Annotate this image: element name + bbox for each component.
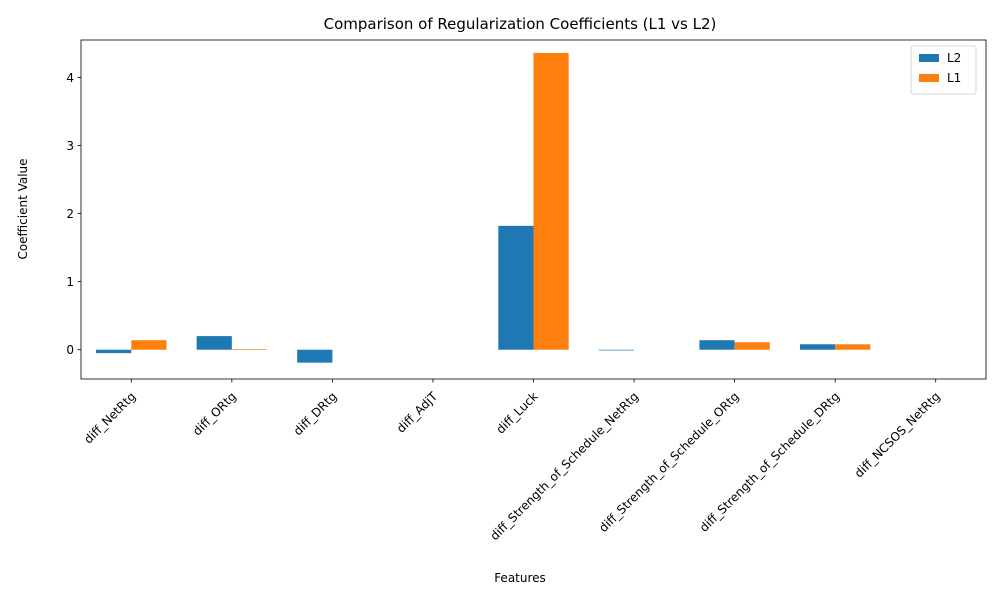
bars-layer (96, 52, 871, 363)
bar-l2-diff-drtg (297, 349, 333, 363)
chart-title: Comparison of Regularization Coefficient… (324, 15, 717, 33)
bar-l1-diff-strength-of-schedule-ortg (734, 342, 770, 350)
y-tick-label: 3 (66, 139, 74, 153)
bar-l2-diff-strength-of-schedule-ortg (699, 340, 735, 350)
bar-l2-diff-strength-of-schedule-netrtg (598, 349, 635, 351)
y-tick-label: 1 (66, 275, 74, 289)
legend-label-l2: L2 (947, 51, 961, 65)
bar-l1-diff-luck (533, 52, 569, 350)
bar-l1-diff-netrtg (131, 340, 167, 350)
x-tick-label: diff_Luck (493, 389, 540, 436)
legend-swatch-l2 (919, 54, 939, 62)
bar-l1-diff-ortg (231, 349, 268, 350)
x-axis-ticks: diff_NetRtg diff_ORtg diff_DRtg diff_AdjT di… (81, 379, 943, 543)
x-tick-label: diff_NCSOS_NetRtg (852, 389, 943, 480)
x-tick-label: diff_AdjT (394, 389, 441, 436)
legend-swatch-l1 (919, 74, 939, 82)
y-tick-label: 4 (66, 71, 74, 85)
bar-l2-diff-ortg (196, 336, 232, 350)
x-axis-label: Features (494, 571, 546, 585)
x-tick-label: diff_ORtg (190, 389, 239, 438)
x-tick-label: diff_DRtg (291, 389, 340, 438)
legend-label-l1: L1 (947, 71, 961, 85)
y-axis-label: Coefficient Value (16, 158, 30, 259)
y-axis-ticks: 0 1 2 3 4 (66, 71, 81, 357)
bar-l2-diff-luck (498, 225, 534, 350)
bar-l1-diff-strength-of-schedule-drtg (835, 344, 871, 350)
bar-l2-diff-strength-of-schedule-drtg (799, 344, 836, 350)
y-tick-label: 0 (66, 343, 74, 357)
x-tick-label: diff_NetRtg (81, 389, 138, 446)
legend-box (910, 45, 977, 95)
y-tick-label: 2 (66, 207, 74, 221)
bar-l2-diff-netrtg (96, 349, 132, 354)
